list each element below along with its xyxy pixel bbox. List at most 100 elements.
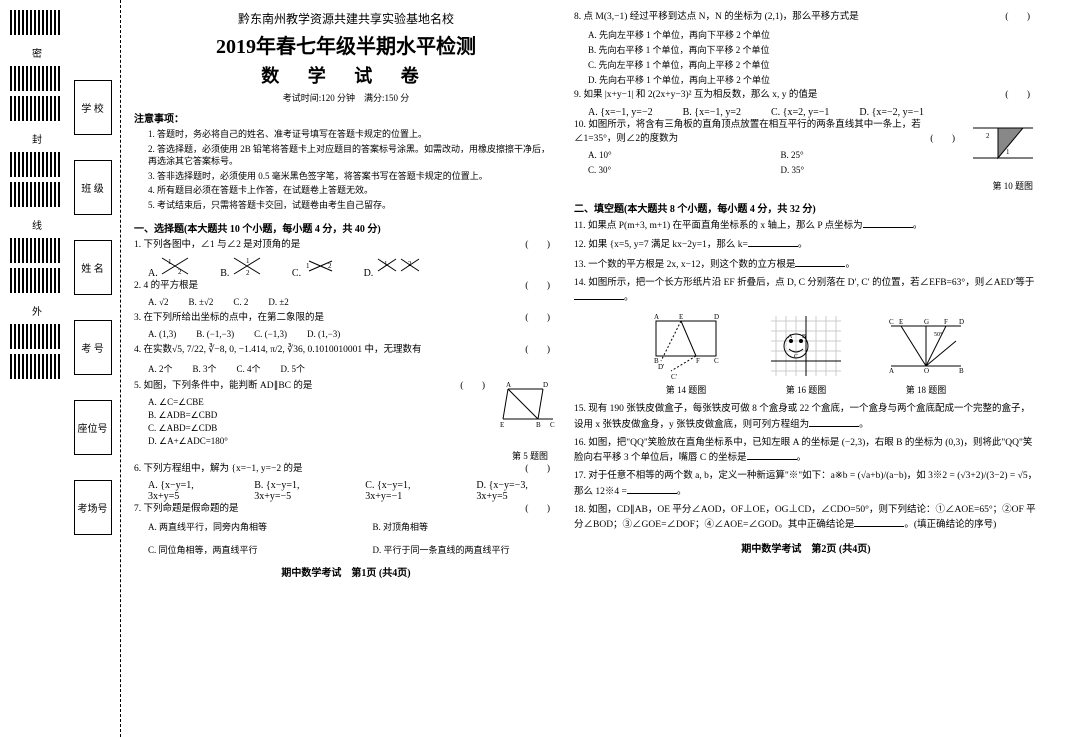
svg-text:F: F [696,357,700,365]
opt: A. {x=−1, y=−2 [588,107,653,118]
header-institution: 黔东南州教学资源共建共享实验基地名校 [134,10,558,27]
q10-fig-label: 第 10 题图 [574,179,1033,192]
svg-text:1: 1 [246,257,250,265]
opt: D. ±2 [268,297,288,307]
opt-c: C. 12 [292,256,334,279]
q5-options: A. ∠C=∠CBE B. ∠ADB=∠CBD C. ∠ABD=∠CDB D. … [148,397,558,447]
opt: B. 先向右平移 1 个单位，再向下平移 2 个单位 [588,43,1038,56]
blank [863,218,913,228]
page-footer-left: 期中数学考试 第1页 (共4页) [134,564,558,579]
barcode-stripe [10,238,60,263]
fig18-box: CD AOB EGF 50° 第 18 题图 [886,311,966,396]
q4-options: A. 2个 B. 3个 C. 4个 D. 5个 [148,362,558,375]
svg-text:D: D [959,318,964,326]
svg-text:2: 2 [408,260,412,268]
barcode-stripe [10,152,60,177]
opt: D. 平行于同一条直线的两直线平行 [373,543,558,556]
question-1: 1. 下列各图中，∠1 与∠2 是对顶角的是( ) [134,238,558,252]
answer-paren: ( ) [460,379,493,393]
q6-options: A. {x−y=1, 3x+y=5 B. {x−y=1, 3x+y=−5 C. … [148,480,558,502]
svg-text:F: F [944,318,948,326]
svg-text:50°: 50° [934,331,943,338]
barcode-stripe [10,96,60,121]
notice-item: 2. 答选择题，必须使用 2B 铅笔将答题卡上对应题目的答案标号涂黑。如需改动，… [148,143,558,168]
name-box: 姓 名 [74,240,112,295]
notice-item: 5. 考试结束后，只需将答题卡交回，试题卷由考生自己留存。 [148,199,558,212]
fig14-box: AD BC EF D'C' 第 14 题图 [646,311,726,396]
svg-text:2: 2 [178,268,182,276]
q9-options: A. {x=−1, y=−2 B. {x=−1, y=2 C. {x=2, y=… [588,107,1038,118]
opt: D. (1,−3) [307,329,340,339]
question-4: 4. 在实数√5, 7/22, ∛−8, 0, −1.414, π/2, ∛36… [134,343,558,357]
opt: D. 5个 [281,362,306,375]
svg-text:2: 2 [986,132,990,140]
section-a-title: 一、选择题(本大题共 10 个小题，每小题 4 分，共 40 分) [134,220,558,235]
opt: B. ±√2 [188,297,213,307]
svg-text:1: 1 [168,258,172,266]
opt: B. {x=−1, y=2 [683,107,741,118]
binding-strip: 密 封 线 外 [0,0,70,737]
opt: A. 两直线平行，同旁内角相等 [148,520,333,533]
opt: B. ∠ADB=∠CBD [148,410,558,421]
q2-options: A. √2 B. ±√2 C. 2 D. ±2 [148,297,558,307]
blank [748,237,798,247]
exam-id-box: 考 号 [74,320,112,375]
opt: C. 4个 [237,362,261,375]
opt: C. 同位角相等，两直线平行 [148,543,333,556]
question-16: 16. 如图，把"QQ"笑脸放在直角坐标系中，已知左眼 A 的坐标是 (−2,3… [574,436,1038,466]
opt: C. 30° [588,165,701,175]
opt: A. 先向左平移 1 个单位，再向下平移 2 个单位 [588,28,1038,41]
answer-paren: ( ) [525,343,558,357]
svg-text:C': C' [671,373,677,381]
q10-figure: 21 [968,118,1038,168]
opt: C. 2 [233,297,248,307]
svg-text:B: B [959,367,964,375]
student-info-column: 学 校 班 级 姓 名 考 号 座位号 考场号 [70,0,115,737]
seat-box: 座位号 [74,400,112,455]
header-title: 2019年春七年级半期水平检测 [134,30,558,59]
svg-text:1: 1 [306,262,310,270]
blank [574,290,624,300]
binding-char: 密 [28,48,43,58]
blank [809,417,859,427]
school-box: 学 校 [74,80,112,135]
svg-text:G: G [924,318,929,326]
opt: C. ∠ABD=∠CDB [148,423,558,434]
q8-options: A. 先向左平移 1 个单位，再向下平移 2 个单位 B. 先向右平移 1 个单… [588,28,1038,86]
question-17: 17. 对于任意不相等的两个数 a, b，定义一种新运算"※"如下：a※b = … [574,469,1038,499]
answer-paren: ( ) [525,311,558,325]
barcode-stripe [10,10,60,35]
svg-text:E: E [899,318,903,326]
header-subject: 数 学 试 卷 [134,62,558,88]
right-page: 8. 点 M(3,−1) 经过平移到达点 N，N 的坐标为 (2,1)，那么平移… [566,0,1046,737]
notice-item: 3. 答非选择题时，必须使用 0.5 毫米黑色签字笔，将答案书写在答题卡规定的位… [148,170,558,183]
opt: C. 先向左平移 1 个单位，再向上平移 2 个单位 [588,58,1038,71]
opt: B. 对顶角相等 [373,520,558,533]
q10-options: A. 10° B. 25° C. 30° D. 35° [588,150,963,175]
question-6: 6. 下列方程组中，解为 {x=−1, y=−2 的是( ) [134,462,558,476]
opt: B. 3个 [193,362,217,375]
question-10: 21 10. 如图所示，将含有三角板的直角顶点放置在相互平行的两条直线其中一条上… [574,118,1038,147]
opt: D. 35° [781,165,894,175]
binding-char: 封 [28,134,43,144]
answer-paren: ( ) [930,132,963,146]
opt: A. ∠C=∠CBE [148,397,558,408]
figure-row: AD BC EF D'C' 第 14 题图 ABC 第 16 题图 [574,311,1038,396]
opt-b: B. 12 [220,256,262,279]
q1-options: A. 12 B. 12 C. 12 D. 12 [148,256,558,279]
fold-line [120,0,121,737]
blank [854,517,904,527]
opt: D. {x−y=−3, 3x+y=5 [476,480,558,502]
q5-fig-label: 第 5 题图 [134,449,548,462]
blank [747,450,797,460]
svg-text:A: A [788,334,793,340]
question-8: 8. 点 M(3,−1) 经过平移到达点 N，N 的坐标为 (2,1)，那么平移… [574,10,1038,24]
barcode-stripe [10,354,60,379]
svg-text:B: B [536,421,541,429]
svg-text:D: D [543,381,548,389]
page-footer-right: 期中数学考试 第2页 (共4页) [574,540,1038,555]
question-2: 2. 4 的平方根是( ) [134,279,558,293]
opt: D. 先向右平移 1 个单位，再向上平移 2 个单位 [588,73,1038,86]
svg-text:A: A [654,313,659,321]
question-11: 11. 如果点 P(m+3, m+1) 在平面直角坐标系的 x 轴上，那么 P … [574,218,1038,233]
